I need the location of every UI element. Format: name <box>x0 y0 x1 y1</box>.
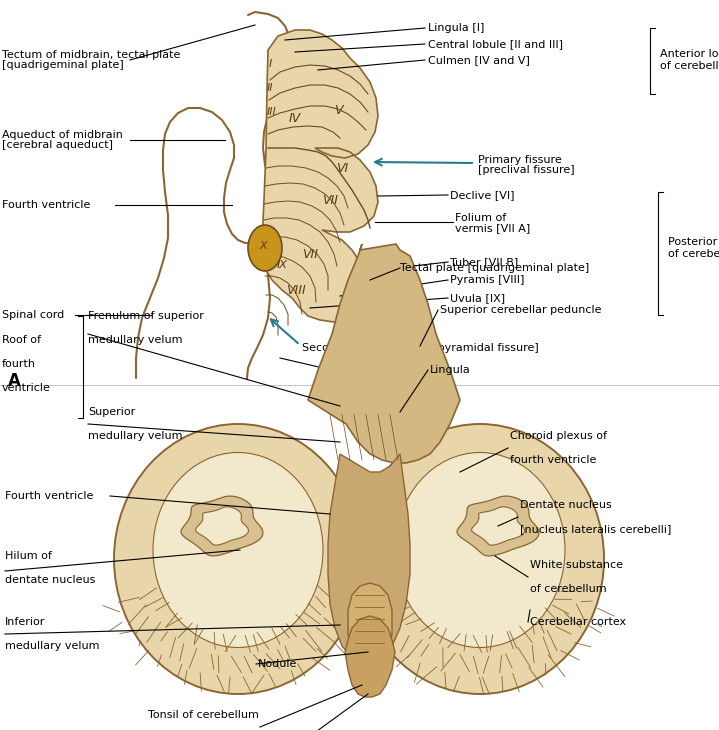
Text: Dentate nucleus: Dentate nucleus <box>520 500 612 510</box>
Text: Culmen [IV and V]: Culmen [IV and V] <box>428 55 530 65</box>
Text: VII: VII <box>302 248 318 261</box>
Text: White substance: White substance <box>530 560 623 570</box>
Text: Roof of: Roof of <box>2 335 41 345</box>
Text: Tectum of midbrain, tectal plate: Tectum of midbrain, tectal plate <box>2 50 180 60</box>
Text: Central lobule [II and III]: Central lobule [II and III] <box>428 39 563 49</box>
Text: Nodule [X]: Nodule [X] <box>325 363 385 373</box>
Polygon shape <box>181 496 263 556</box>
Text: Folium of: Folium of <box>455 213 506 223</box>
Text: Superior cerebellar peduncle: Superior cerebellar peduncle <box>440 305 602 315</box>
Text: Lingula: Lingula <box>430 365 471 375</box>
Text: [quadrigeminal plate]: [quadrigeminal plate] <box>2 60 124 70</box>
Text: Superior: Superior <box>88 407 135 417</box>
Text: IX: IX <box>277 260 288 270</box>
Text: Spinal cord: Spinal cord <box>2 310 64 320</box>
Text: [preclival fissure]: [preclival fissure] <box>478 165 574 175</box>
Text: [nucleus lateralis cerebelli]: [nucleus lateralis cerebelli] <box>520 524 672 534</box>
Polygon shape <box>345 616 395 697</box>
Text: Declive [VI]: Declive [VI] <box>450 190 515 200</box>
Text: Choroid plexus of: Choroid plexus of <box>510 431 607 441</box>
Text: of cerebellum: of cerebellum <box>530 584 607 594</box>
Text: dentate nucleus: dentate nucleus <box>5 575 96 585</box>
Text: [cerebral aqueduct]: [cerebral aqueduct] <box>2 140 113 150</box>
Text: medullary velum: medullary velum <box>88 431 183 441</box>
Ellipse shape <box>356 424 604 694</box>
Text: Fourth ventricle: Fourth ventricle <box>2 200 91 210</box>
Text: fourth: fourth <box>2 359 36 369</box>
Text: Fourth ventricle: Fourth ventricle <box>5 491 93 501</box>
Text: IV: IV <box>289 112 301 125</box>
Text: Frenulum of superior: Frenulum of superior <box>88 311 204 321</box>
Text: Pyramis [VIII]: Pyramis [VIII] <box>450 275 524 285</box>
Text: Nodule: Nodule <box>258 659 298 669</box>
Text: Cerebellar cortex: Cerebellar cortex <box>530 617 626 627</box>
Text: ventricle: ventricle <box>2 383 51 393</box>
Polygon shape <box>457 496 539 556</box>
Text: Uvula [IX]: Uvula [IX] <box>450 293 505 303</box>
Ellipse shape <box>395 453 565 648</box>
Ellipse shape <box>114 424 362 694</box>
Polygon shape <box>262 30 378 322</box>
Text: VI: VI <box>336 161 348 174</box>
Text: VIII: VIII <box>286 283 306 296</box>
Polygon shape <box>196 507 249 545</box>
Text: Aqueduct of midbrain: Aqueduct of midbrain <box>2 130 123 140</box>
Text: X: X <box>259 241 267 251</box>
Text: II: II <box>267 83 273 93</box>
Text: Primary fissure: Primary fissure <box>478 155 562 165</box>
Text: Secondary fissure [post-pyramidal fissure]: Secondary fissure [post-pyramidal fissur… <box>302 343 539 353</box>
Polygon shape <box>308 244 460 463</box>
Text: medullary velum: medullary velum <box>5 641 99 651</box>
Text: Tonsil of cerebellum: Tonsil of cerebellum <box>148 710 259 720</box>
Ellipse shape <box>248 225 282 271</box>
Text: Posterior lobe
of cerebellum: Posterior lobe of cerebellum <box>668 237 719 259</box>
Text: fourth ventricle: fourth ventricle <box>510 455 596 465</box>
Text: Lingula [I]: Lingula [I] <box>428 23 485 33</box>
Polygon shape <box>472 507 525 545</box>
Text: vermis [VII A]: vermis [VII A] <box>455 223 530 233</box>
Text: Tuber [VII B]: Tuber [VII B] <box>450 257 518 267</box>
Text: Inferior: Inferior <box>5 617 45 627</box>
Text: A: A <box>8 372 21 390</box>
Text: Hilum of: Hilum of <box>5 551 52 561</box>
Ellipse shape <box>153 453 323 648</box>
Text: Anterior lobe
of cerebellum: Anterior lobe of cerebellum <box>660 49 719 71</box>
Polygon shape <box>348 583 392 670</box>
Text: I: I <box>268 59 272 69</box>
Polygon shape <box>328 454 410 664</box>
Text: Tectal plate [quadrigeminal plate]: Tectal plate [quadrigeminal plate] <box>400 263 590 273</box>
Text: III: III <box>267 107 277 117</box>
Text: V: V <box>334 104 342 117</box>
Text: medullary velum: medullary velum <box>88 335 183 345</box>
Text: VII: VII <box>322 193 338 207</box>
